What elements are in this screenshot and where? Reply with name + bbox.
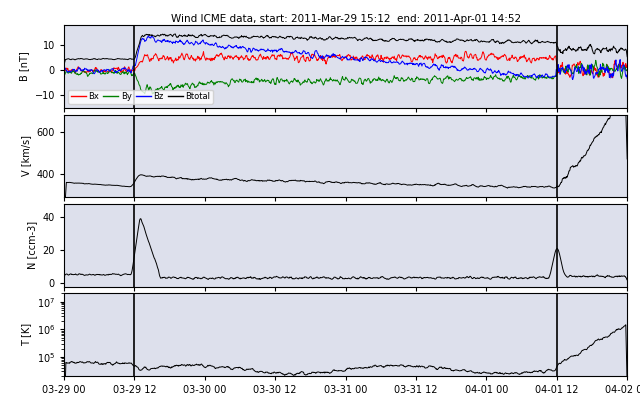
By: [135, 81, 143, 86]
By: [623, 68, 631, 73]
Y-axis label: B [nT]: B [nT]: [19, 51, 29, 82]
Bx: [155, 59, 163, 64]
Line: Bz: Bz: [64, 36, 627, 79]
By: [356, 76, 364, 81]
By: [368, 79, 376, 84]
By: [592, 58, 600, 63]
Btotal: [305, 37, 312, 42]
Bz: [144, 33, 152, 38]
Y-axis label: N [ccm-3]: N [ccm-3]: [27, 221, 37, 270]
Bx: [609, 75, 616, 80]
Btotal: [155, 33, 163, 38]
Bz: [60, 66, 68, 71]
Bx: [305, 55, 312, 60]
Bz: [569, 77, 577, 82]
Y-axis label: T [K]: T [K]: [21, 323, 31, 347]
Btotal: [60, 62, 68, 67]
Title: Wind ICME data, start: 2011-Mar-29 15:12  end: 2011-Apr-01 14:52: Wind ICME data, start: 2011-Mar-29 15:12…: [170, 14, 521, 24]
Bx: [356, 56, 364, 61]
By: [305, 77, 312, 82]
Bz: [156, 38, 163, 43]
Bx: [250, 55, 258, 60]
Legend: Bx, By, Bz, Btotal: Bx, By, Bz, Btotal: [68, 90, 212, 104]
Line: By: By: [64, 60, 627, 94]
Bx: [135, 62, 143, 67]
Btotal: [135, 43, 143, 48]
By: [250, 77, 258, 82]
Btotal: [356, 37, 364, 42]
Line: Btotal: Btotal: [64, 34, 627, 65]
Bx: [60, 69, 68, 74]
Bx: [368, 54, 376, 59]
Bz: [368, 56, 376, 61]
Bx: [462, 49, 470, 54]
By: [60, 70, 68, 75]
Bz: [305, 50, 312, 55]
Bz: [356, 56, 364, 61]
Btotal: [172, 31, 179, 36]
Btotal: [623, 54, 631, 59]
By: [148, 92, 156, 97]
Bz: [135, 47, 143, 52]
Bz: [623, 76, 631, 81]
Y-axis label: V [km/s]: V [km/s]: [21, 135, 31, 176]
Line: Bx: Bx: [64, 51, 627, 78]
By: [156, 87, 163, 92]
Bx: [623, 63, 631, 68]
Bz: [250, 46, 258, 51]
Btotal: [368, 37, 376, 42]
Btotal: [250, 34, 258, 39]
